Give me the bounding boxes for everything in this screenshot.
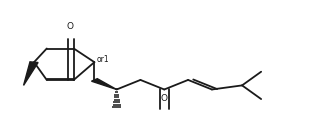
Polygon shape [24, 62, 38, 85]
Text: O: O [66, 22, 73, 31]
Text: or1: or1 [97, 55, 109, 64]
Polygon shape [92, 79, 117, 89]
Text: O: O [161, 94, 168, 103]
